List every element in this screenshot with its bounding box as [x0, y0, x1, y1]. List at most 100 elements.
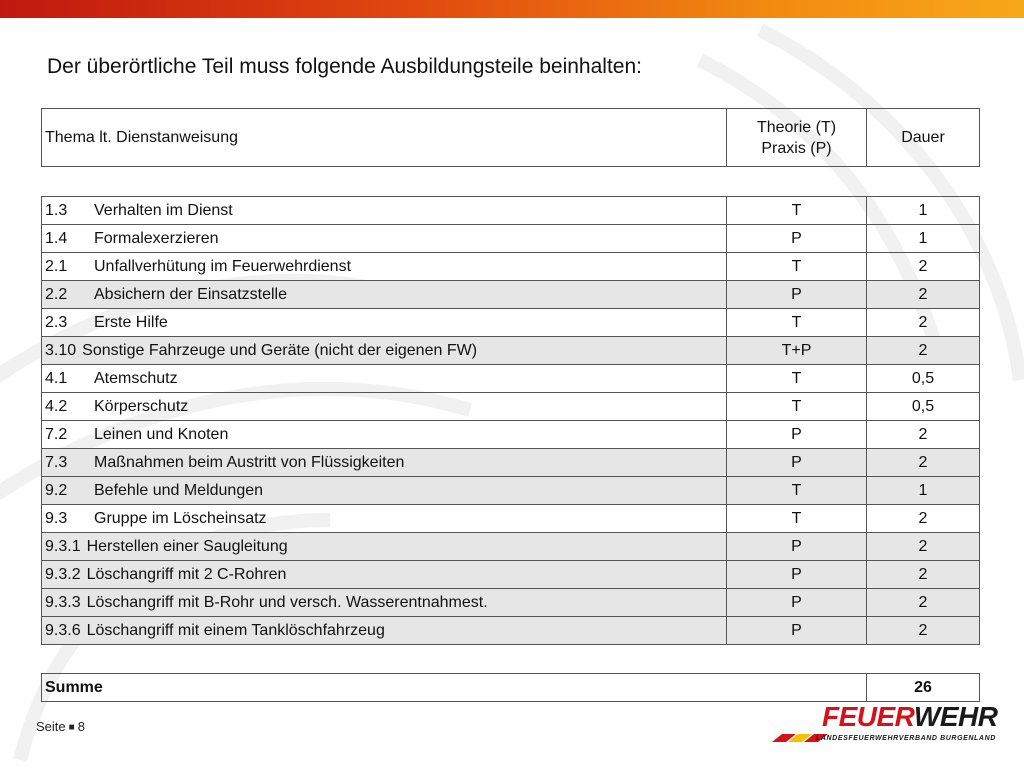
row-topic-cell: 4.1 Atemschutz [41, 364, 727, 393]
summary-row: Summe 26 [41, 673, 980, 702]
row-type: T [726, 476, 867, 505]
header-type-line1: Theorie (T) [756, 118, 837, 136]
row-topic-cell: 1.3 Verhalten im Dienst [41, 196, 727, 225]
logo-word-part2: WEHR [913, 701, 998, 732]
logo-wordmark: FEUERWEHR [822, 701, 998, 732]
training-table: 1.3 Verhalten im Dienst T 1 1.4 Formalexerzie… [41, 196, 980, 645]
row-topic: Befehle und Meldungen [94, 481, 264, 499]
row-duration: 2 [866, 252, 980, 281]
row-type: T [726, 504, 867, 533]
row-duration: 2 [866, 588, 980, 617]
row-topic: Erste Hilfe [94, 313, 168, 331]
row-number: 9.3.1 [45, 537, 81, 555]
header-duration: Dauer [866, 108, 980, 167]
row-topic: Löschangriff mit B-Rohr und versch. Wass… [86, 593, 488, 611]
table-row: 7.3 Maßnahmen beim Austritt von Flüssigke… [41, 448, 980, 477]
row-type: P [726, 588, 867, 617]
row-duration: 0,5 [866, 364, 980, 393]
table-row: 2.2 Absichern der Einsatzstelle P 2 [41, 280, 980, 309]
row-number: 2.1 [45, 257, 68, 275]
row-topic: Löschangriff mit einem Tanklöschfahrzeug [86, 621, 385, 639]
page-label: Seite [36, 719, 66, 734]
summary-label: Summe [41, 673, 867, 702]
training-rows: 1.3 Verhalten im Dienst T 1 1.4 Formalexerzie… [41, 196, 980, 645]
page-number: 8 [77, 719, 85, 734]
row-type: T [726, 308, 867, 337]
row-topic-cell: 4.2 Körperschutz [41, 392, 727, 421]
row-topic-cell: 9.3.2 Löschangriff mit 2 C-Rohren [41, 560, 727, 589]
row-topic-cell: 7.2 Leinen und Knoten [41, 420, 727, 449]
summary-table: Summe 26 [41, 673, 980, 702]
row-duration: 2 [866, 420, 980, 449]
table-row: 2.3 Erste Hilfe T 2 [41, 308, 980, 337]
row-type: P [726, 448, 867, 477]
row-topic: Sonstige Fahrzeuge und Geräte (nicht der… [82, 341, 478, 359]
row-duration: 1 [866, 476, 980, 505]
row-topic: Maßnahmen beim Austritt von Flüssigkeite… [94, 453, 405, 471]
row-number: 7.3 [45, 453, 68, 471]
header-topic: Thema lt. Dienstanweisung [41, 108, 727, 167]
table-row: 2.1 Unfallverhütung im Feuerwehrdienst T 2 [41, 252, 980, 281]
row-topic: Gruppe im Löscheinsatz [94, 509, 267, 527]
row-duration: 1 [866, 224, 980, 253]
row-number: 9.3 [45, 509, 68, 527]
header-table: Thema lt. Dienstanweisung Theorie (T) Pr… [41, 108, 980, 167]
row-number: 3.10 [45, 341, 77, 359]
row-type: T [726, 252, 867, 281]
header-type: Theorie (T) Praxis (P) [726, 108, 867, 167]
table-row: 3.10 Sonstige Fahrzeuge und Geräte (nicht… [41, 336, 980, 365]
table-row: 1.4 Formalexerzieren P 1 [41, 224, 980, 253]
row-number: 7.2 [45, 425, 68, 443]
row-number: 9.3.3 [45, 593, 81, 611]
row-duration: 2 [866, 308, 980, 337]
row-type: P [726, 280, 867, 309]
table-row: 9.2 Befehle und Meldungen T 1 [41, 476, 980, 505]
row-type: P [726, 420, 867, 449]
feuerwehr-logo: FEUERWEHR LANDESFEUERWEHRVERBAND BURGENL… [768, 702, 998, 746]
header-type-line2: Praxis (P) [761, 139, 832, 157]
row-topic-cell: 2.1 Unfallverhütung im Feuerwehrdienst [41, 252, 727, 281]
table-row: 9.3.2 Löschangriff mit 2 C-Rohren P 2 [41, 560, 980, 589]
row-duration: 2 [866, 448, 980, 477]
table-row: 9.3.1 Herstellen einer Saugleitung P 2 [41, 532, 980, 561]
summary-total: 26 [866, 673, 980, 702]
page-footer: Seite ■ 8 [36, 719, 85, 734]
row-type: T [726, 196, 867, 225]
row-topic: Absichern der Einsatzstelle [94, 285, 287, 303]
row-topic-cell: 2.3 Erste Hilfe [41, 308, 727, 337]
table-row: 4.1 Atemschutz T 0,5 [41, 364, 980, 393]
row-topic: Verhalten im Dienst [94, 201, 233, 219]
row-duration: 2 [866, 504, 980, 533]
logo-stripes-icon [772, 734, 828, 742]
row-topic-cell: 9.3.1 Herstellen einer Saugleitung [41, 532, 727, 561]
row-type: T+P [726, 336, 867, 365]
logo-word-part1: FEUER [822, 701, 914, 732]
row-topic-cell: 1.4 Formalexerzieren [41, 224, 727, 253]
logo-subtitle: LANDESFEUERWEHRVERBAND BURGENLAND [816, 735, 996, 742]
row-topic: Leinen und Knoten [94, 425, 229, 443]
row-type: P [726, 560, 867, 589]
row-type: P [726, 532, 867, 561]
row-number: 9.3.2 [45, 565, 81, 583]
page-title: Der überörtliche Teil muss folgende Ausb… [47, 55, 642, 78]
table-row: 4.2 Körperschutz T 0,5 [41, 392, 980, 421]
row-number: 9.2 [45, 481, 68, 499]
row-duration: 1 [866, 196, 980, 225]
table-row: 1.3 Verhalten im Dienst T 1 [41, 196, 980, 225]
row-duration: 2 [866, 616, 980, 645]
row-number: 9.3.6 [45, 621, 81, 639]
row-topic: Körperschutz [94, 397, 189, 415]
row-duration: 0,5 [866, 392, 980, 421]
top-accent-bar [0, 0, 1024, 18]
row-number: 2.3 [45, 313, 68, 331]
table-row: 9.3.6 Löschangriff mit einem Tanklöschfah… [41, 616, 980, 645]
row-topic: Löschangriff mit 2 C-Rohren [86, 565, 287, 583]
row-type: P [726, 224, 867, 253]
row-topic-cell: 3.10 Sonstige Fahrzeuge und Geräte (nicht… [41, 336, 727, 365]
row-topic: Herstellen einer Saugleitung [86, 537, 288, 555]
row-duration: 2 [866, 532, 980, 561]
row-type: T [726, 364, 867, 393]
row-topic: Unfallverhütung im Feuerwehrdienst [94, 257, 352, 275]
row-duration: 2 [866, 336, 980, 365]
table-row: 9.3 Gruppe im Löscheinsatz T 2 [41, 504, 980, 533]
